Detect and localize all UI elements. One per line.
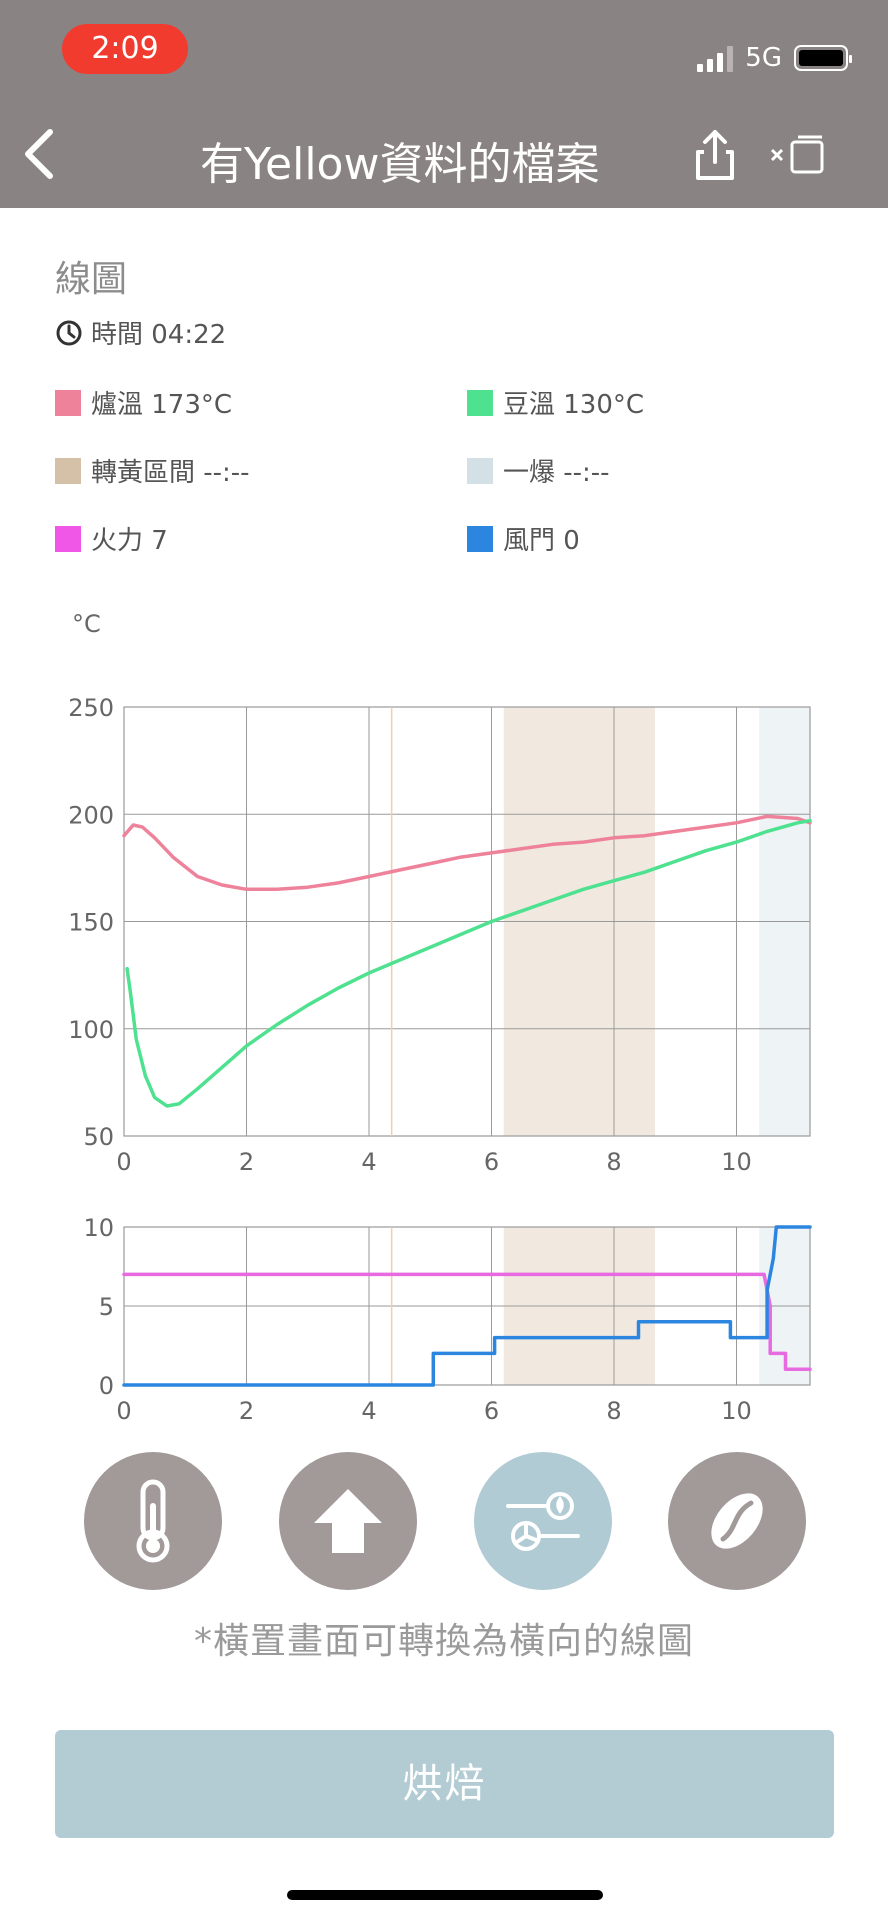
- temperature-mode-button[interactable]: [84, 1452, 222, 1590]
- x-tick-label: 6: [484, 1397, 499, 1425]
- fire-damper-mode-button[interactable]: [474, 1452, 612, 1590]
- env-temp-swatch: [55, 389, 81, 416]
- coffee-bean-icon: [711, 1493, 763, 1549]
- status-time: 2:09: [62, 24, 188, 74]
- roast-button[interactable]: 烘焙: [55, 1730, 834, 1838]
- series-line-0: [122, 1272, 812, 1371]
- y-tick-label: 150: [68, 909, 114, 937]
- roast-time: 時間 04:22: [55, 314, 226, 351]
- thermometer-icon: [136, 1479, 170, 1563]
- fire-fan-icon: [506, 1492, 580, 1551]
- section-title: 線圖: [55, 259, 128, 300]
- series-line-1: [122, 1225, 812, 1387]
- bean-temp-swatch: [467, 389, 493, 416]
- rate-of-rise-button[interactable]: [279, 1452, 417, 1590]
- series-line-0: [122, 814, 812, 892]
- y-tick-label: 50: [83, 1123, 114, 1151]
- y-tick-label: 10: [83, 1214, 114, 1242]
- legend-yellow-zone: 轉黃區間 --:--: [55, 452, 250, 489]
- legend-damper: 風門 0: [467, 520, 580, 557]
- x-tick-label: 6: [484, 1148, 499, 1176]
- legend-first-crack: 一爆 --:--: [467, 452, 610, 489]
- control-chart: 10 5 0 0 2 4 6 8 10: [83, 1214, 812, 1425]
- close-window-button[interactable]: [770, 134, 830, 176]
- legend-bean-temp: 豆溫 130°C: [467, 384, 644, 421]
- clock-icon: [56, 320, 82, 345]
- back-button[interactable]: [16, 118, 66, 188]
- temperature-chart: 250 200 150 100 50 0 2 4 6 8 10: [68, 694, 812, 1176]
- legend-label: 豆溫 130°C: [503, 390, 645, 420]
- legend-fire: 火力 7: [55, 520, 168, 557]
- y-tick-label: 5: [99, 1293, 114, 1321]
- share-button[interactable]: [690, 126, 740, 182]
- plot-frame: [123, 706, 811, 1137]
- home-indicator[interactable]: [287, 1890, 603, 1900]
- temp-unit-label: °C: [72, 610, 101, 638]
- top-bar: 2:09 5G 有Yellow資料的檔案: [0, 0, 888, 208]
- legend-label: 一爆 --:--: [503, 458, 610, 488]
- page-title: 有Yellow資料的檔案: [200, 139, 600, 190]
- x-tick-label: 8: [606, 1397, 621, 1425]
- y-tick-label: 250: [68, 694, 114, 722]
- damper-swatch: [467, 525, 493, 552]
- fire-swatch: [55, 525, 81, 552]
- legend-label: 火力 7: [91, 526, 168, 556]
- x-tick-label: 0: [116, 1397, 131, 1425]
- x-tick-label: 4: [361, 1397, 376, 1425]
- close-window-icon: [770, 135, 824, 174]
- yellow-zone-swatch: [55, 457, 81, 484]
- x-tick-label: 4: [361, 1148, 376, 1176]
- x-tick-label: 2: [239, 1397, 254, 1425]
- legend-label: 爐溫 173°C: [91, 390, 233, 420]
- y-tick-label: 100: [68, 1016, 114, 1044]
- plot-frame: [123, 1226, 811, 1386]
- battery-icon: [794, 45, 852, 71]
- bean-mode-button[interactable]: [668, 1452, 806, 1590]
- x-tick-label: 2: [239, 1148, 254, 1176]
- x-tick-label: 10: [721, 1397, 752, 1425]
- x-tick-label: 8: [606, 1148, 621, 1176]
- status-indicators: 5G: [697, 38, 852, 78]
- y-tick-label: 200: [68, 801, 114, 829]
- legend-label: 轉黃區間 --:--: [91, 458, 250, 488]
- network-label: 5G: [745, 43, 782, 73]
- share-icon: [696, 130, 734, 180]
- x-tick-label: 0: [116, 1148, 131, 1176]
- series-line-1: [125, 818, 812, 1108]
- x-tick-label: 10: [721, 1148, 752, 1176]
- arrow-up-icon: [314, 1489, 382, 1553]
- legend-label: 風門 0: [503, 526, 580, 556]
- roast-time-label: 時間 04:22: [91, 320, 227, 350]
- signal-icon: [697, 44, 734, 72]
- legend-env-temp: 爐溫 173°C: [55, 384, 232, 421]
- y-tick-label: 0: [99, 1372, 114, 1400]
- first-crack-swatch: [467, 457, 493, 484]
- chevron-left-icon: [25, 129, 53, 179]
- rotate-hint: *橫置畫面可轉換為橫向的線圖: [193, 1621, 694, 1662]
